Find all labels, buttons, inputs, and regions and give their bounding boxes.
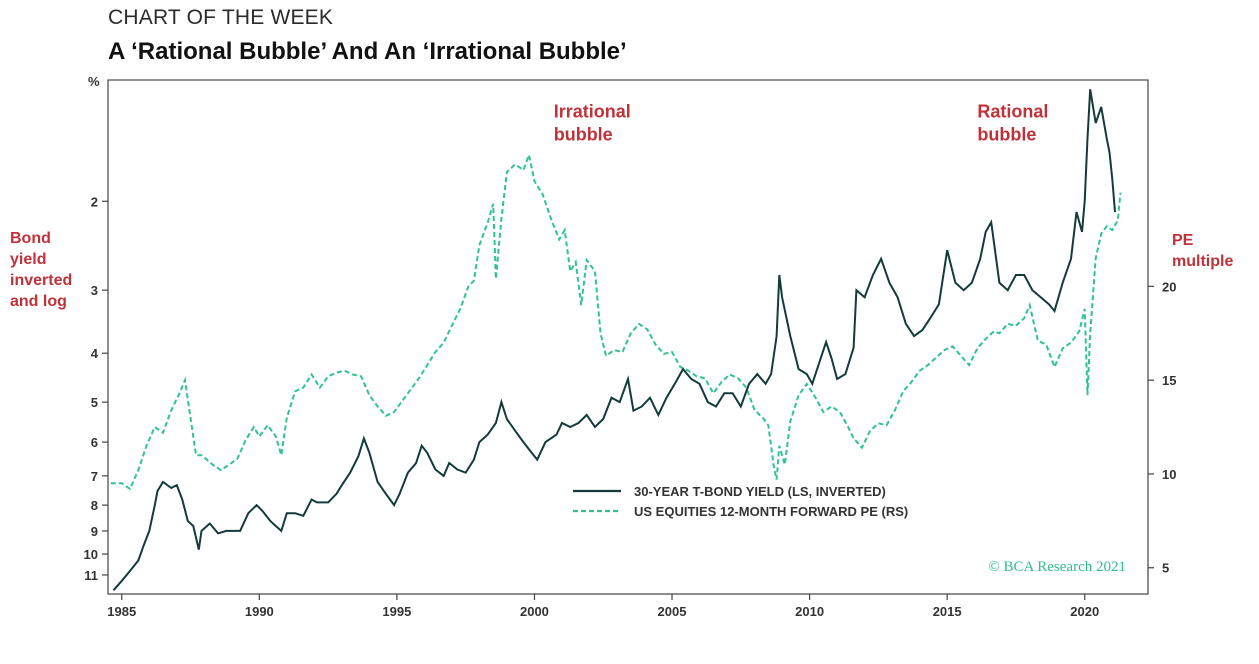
x-tick-label: 1995	[382, 604, 411, 619]
legend: 30-YEAR T-BOND YIELD (LS, INVERTED) US E…	[573, 484, 908, 519]
x-axis: 1985 1990 1995 2000 2005 2010 2015 2020	[107, 594, 1099, 619]
left-tick-label: 6	[91, 435, 98, 450]
credit: © BCA Research 2021	[988, 559, 1126, 575]
left-axis-label: Bond yield inverted and log	[10, 230, 73, 310]
right-axis: 5 10 15 20	[1148, 279, 1176, 576]
left-tick-label: 8	[91, 498, 98, 513]
right-tick-label: 20	[1162, 279, 1176, 294]
chart-title: A ‘Rational Bubble’ And An ‘Irrational B…	[108, 38, 627, 65]
plot-frame	[107, 79, 1149, 595]
annotation-text: Rational bubble	[977, 102, 1048, 145]
series-pe-line	[110, 151, 1122, 491]
x-tick-label: 2000	[520, 604, 549, 619]
left-axis: 2 3 4 5 6 7 8 9 10 11	[84, 194, 108, 583]
series-yield-line	[112, 89, 1116, 591]
right-tick-label: 5	[1162, 561, 1169, 576]
x-tick-label: 2005	[658, 604, 687, 619]
annotation-text: Irrational bubble	[554, 102, 631, 145]
x-tick-label: 1985	[107, 604, 136, 619]
legend-label-yield: 30-YEAR T-BOND YIELD (LS, INVERTED)	[634, 484, 886, 499]
right-tick-label: 15	[1162, 373, 1176, 388]
x-tick-label: 2015	[933, 604, 962, 619]
left-tick-label: 2	[91, 194, 98, 209]
left-tick-label: 3	[91, 283, 98, 298]
left-axis-unit: %	[88, 74, 100, 89]
left-tick-label: 11	[84, 568, 98, 583]
legend-label-pe: US EQUITIES 12-MONTH FORWARD PE (RS)	[634, 504, 908, 519]
left-tick-label: 7	[91, 469, 98, 484]
x-tick-label: 1990	[245, 604, 274, 619]
right-axis-label: PE multiple	[1172, 232, 1234, 270]
left-tick-label: 4	[91, 346, 99, 361]
right-tick-label: 10	[1162, 467, 1176, 482]
x-tick-label: 2010	[795, 604, 824, 619]
annotations: Irrational bubble Rational bubble	[554, 102, 1049, 145]
chart-kicker: CHART OF THE WEEK	[108, 6, 334, 29]
left-tick-label: 9	[91, 524, 98, 539]
left-tick-label: 5	[91, 395, 98, 410]
left-tick-label: 10	[84, 547, 98, 562]
x-tick-label: 2020	[1070, 604, 1099, 619]
